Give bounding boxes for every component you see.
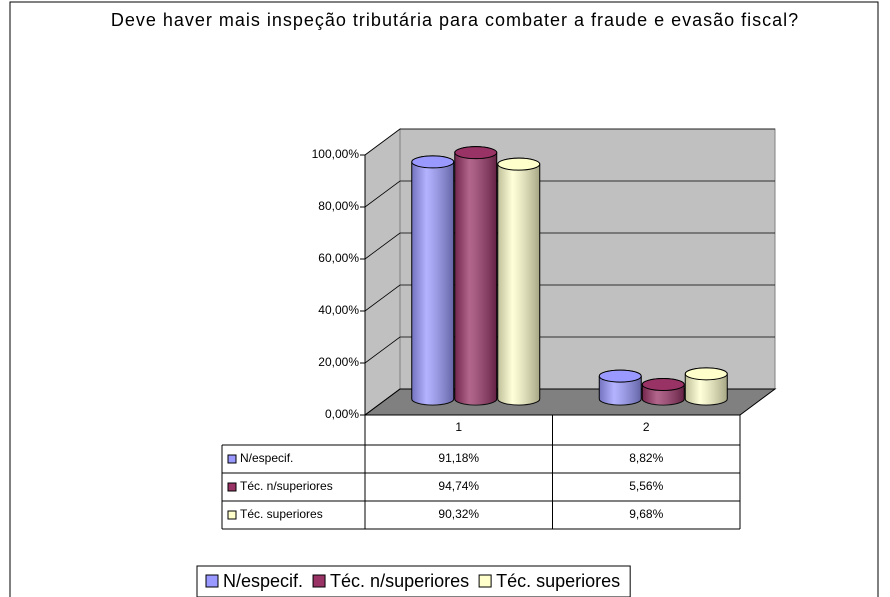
table-row-label: N/especif. xyxy=(240,451,293,465)
cylinder-shade xyxy=(497,158,540,405)
grid-line xyxy=(364,180,775,208)
legend-key xyxy=(478,574,492,588)
y-tick-label: 0,00% xyxy=(325,407,359,421)
grid-line xyxy=(364,336,775,364)
cylinder-top xyxy=(598,369,642,383)
y-tick-label: 100,00% xyxy=(312,147,360,161)
legend-key xyxy=(205,574,219,588)
legend-label: Téc. superiores xyxy=(496,571,620,591)
cylinder-top xyxy=(641,378,685,392)
cylinder-top xyxy=(454,146,498,160)
side-wall xyxy=(364,128,401,416)
table-value: 8,82% xyxy=(629,451,663,465)
legend-label: N/especif. xyxy=(223,571,303,591)
table-value: 5,56% xyxy=(629,479,663,493)
cylinder-top xyxy=(497,157,541,171)
grid-line xyxy=(364,284,775,312)
table-value: 94,74% xyxy=(438,479,479,493)
table-value: 90,32% xyxy=(438,507,479,521)
y-tick-label: 60,00% xyxy=(318,251,359,265)
table-legend-key xyxy=(227,454,237,464)
x-tick-label: 1 xyxy=(455,420,462,434)
legend-label: Téc. n/superiores xyxy=(330,571,469,591)
chart-title: Deve haver mais inspeção tributária para… xyxy=(110,10,800,30)
y-tick-label: 80,00% xyxy=(318,199,359,213)
table-legend-key xyxy=(227,510,237,520)
y-tick-label: 20,00% xyxy=(318,355,359,369)
grid-line xyxy=(364,128,775,156)
cylinder-top xyxy=(411,155,455,169)
legend-box xyxy=(196,565,631,597)
x-tick-label: 2 xyxy=(643,420,650,434)
table-row-label: Téc. superiores xyxy=(240,507,323,521)
cylinder-shade xyxy=(454,146,497,405)
table-legend-key xyxy=(227,482,237,492)
cylinder-shade xyxy=(411,155,454,405)
cylinder-top xyxy=(684,367,728,381)
table-row-label: Téc. n/superiores xyxy=(240,479,333,493)
table-value: 9,68% xyxy=(629,507,663,521)
grid-line xyxy=(364,232,775,260)
y-tick-label: 40,00% xyxy=(318,303,359,317)
chart-frame xyxy=(9,1,879,597)
table-value: 91,18% xyxy=(438,451,479,465)
legend-key xyxy=(312,574,326,588)
